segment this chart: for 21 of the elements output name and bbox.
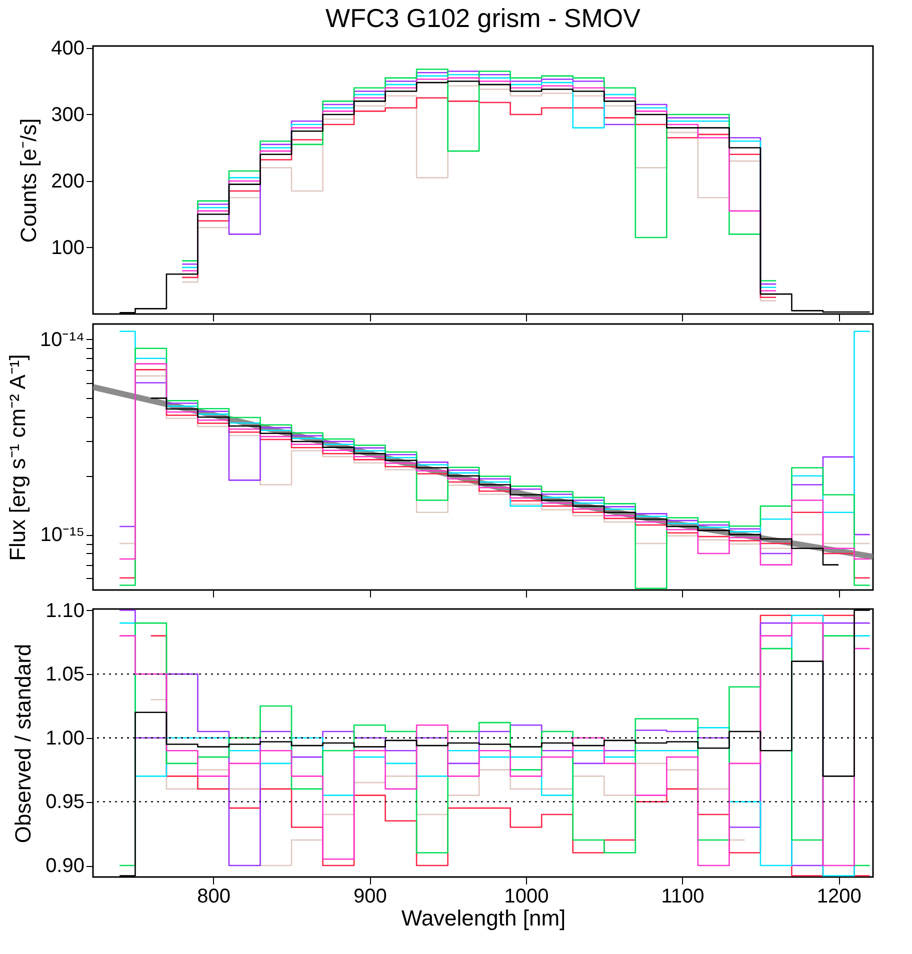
y-tick-label: 10⁻¹⁴ [40, 328, 84, 351]
y-tick-label: 0.90 [46, 855, 84, 878]
x-tick-label: 900 [353, 886, 387, 908]
y-axis-title: Observed / standard [10, 644, 36, 844]
y-tick-label: 300 [51, 104, 84, 126]
y-tick-label: 0.95 [46, 791, 84, 814]
x-tick-label: 1200 [816, 886, 862, 908]
y-tick-label: 1.00 [46, 727, 84, 750]
y-axis-title: Counts [e⁻/s] [16, 118, 42, 243]
y-tick-label: 10⁻¹⁵ [40, 524, 84, 546]
y-tick-label: 1.05 [46, 664, 84, 686]
y-tick-label: 400 [51, 37, 84, 60]
y-tick-label: 100 [51, 237, 84, 259]
y-tick-label: 200 [51, 170, 84, 192]
x-tick-label: 1100 [661, 886, 704, 908]
x-tick-label: 800 [197, 886, 231, 908]
x-axis-title: Wavelength [nm] [401, 906, 566, 930]
y-axis-title: Flux [erg s⁻¹ cm⁻² A⁻¹] [5, 354, 30, 561]
x-tick-label: 1000 [504, 886, 549, 908]
y-tick-label: 1.10 [46, 600, 84, 622]
chart-title: WFC3 G102 grism - SMOV [326, 2, 642, 33]
